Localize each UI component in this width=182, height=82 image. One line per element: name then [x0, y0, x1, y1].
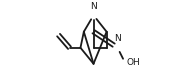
Text: N: N	[90, 2, 97, 11]
Text: N: N	[114, 34, 121, 43]
Text: OH: OH	[127, 58, 141, 67]
